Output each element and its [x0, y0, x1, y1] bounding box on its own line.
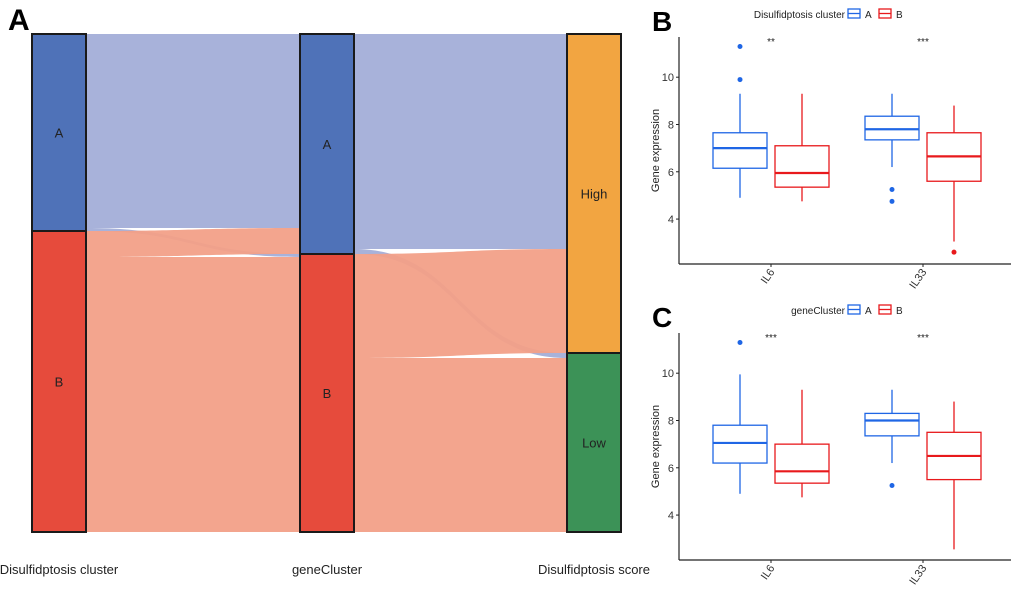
node-sL: [566, 352, 622, 533]
box-iqr: [712, 424, 768, 464]
box-IL33-B: [926, 401, 982, 550]
panel-label-c: C: [652, 302, 672, 333]
legend-label: B: [896, 306, 903, 317]
outlier-point: [737, 77, 743, 83]
outlier-point: [737, 339, 743, 345]
outlier-point: [889, 198, 895, 204]
flow-dB-gA: [86, 228, 300, 257]
axis-label: Disulfidptosis score: [538, 562, 650, 577]
x-tick-label: IL33: [907, 563, 929, 587]
legend-label: A: [865, 10, 872, 21]
box-IL6-A: [712, 339, 768, 494]
node-dA: [31, 33, 87, 232]
axis-label: Disulfidptosis cluster: [0, 562, 119, 577]
outlier-point: [737, 43, 743, 49]
boxplot-panel-b: B Disulfidptosis cluster A B 4 6 8 10 Gene expre…: [650, 6, 1011, 291]
flow-gA-sH: [354, 34, 567, 249]
flow-gB-sL: [354, 358, 567, 532]
y-tick-label: 10: [662, 72, 674, 84]
node-label: Low: [582, 436, 606, 451]
panel-label-a: A: [8, 4, 30, 37]
node-label: High: [581, 187, 608, 202]
box-IL33-A: [864, 389, 920, 489]
box-iqr: [864, 115, 920, 141]
y-axis-label: Gene expression: [650, 109, 662, 192]
node-dB: [31, 230, 87, 533]
y-axis-label: Gene expression: [650, 405, 662, 488]
node-label: B: [323, 386, 332, 401]
y-tick-label: 6: [668, 463, 674, 475]
significance-label: ***: [765, 333, 777, 344]
box-IL6-A: [712, 43, 768, 198]
significance-label: **: [767, 37, 775, 48]
box-IL33-A: [864, 93, 920, 204]
y-tick-label: 8: [668, 415, 674, 427]
node-label: A: [323, 137, 332, 152]
node-sH: [566, 33, 622, 354]
legend-title: Disulfidptosis cluster: [754, 10, 846, 21]
box-iqr: [774, 443, 830, 484]
sankey-diagram: A B A B High Low Disulfidptosis cluster geneClu…: [0, 33, 650, 577]
y-tick-label: 4: [668, 214, 674, 226]
outlier-point: [889, 187, 895, 193]
node-label: B: [55, 375, 64, 390]
y-tick-label: 6: [668, 167, 674, 179]
box-IL33-B: [926, 105, 982, 255]
box-iqr: [864, 412, 920, 437]
outlier-point: [889, 483, 895, 489]
box-iqr: [774, 145, 830, 188]
y-tick-label: 4: [668, 510, 674, 522]
significance-label: ***: [917, 333, 929, 344]
panel-label-b: B: [652, 6, 672, 37]
x-tick-label: IL33: [907, 267, 929, 291]
node-gB: [299, 253, 355, 533]
outlier-point: [951, 249, 957, 255]
legend-title: geneCluster: [791, 306, 846, 317]
x-tick-label: IL6: [759, 267, 778, 286]
flow-dA-gA: [86, 34, 300, 228]
box-IL6-B: [774, 93, 830, 202]
x-tick-label: IL6: [759, 563, 778, 582]
y-tick-label: 8: [668, 119, 674, 131]
flow-dB-gB: [86, 257, 300, 532]
flow-gB-sH: [354, 249, 567, 358]
axis-label: geneCluster: [292, 562, 363, 577]
y-tick-label: 10: [662, 368, 674, 380]
box-iqr: [712, 132, 768, 169]
legend-label: B: [896, 10, 903, 21]
node-label: A: [55, 126, 64, 141]
box-IL6-B: [774, 389, 830, 498]
legend-label: A: [865, 306, 872, 317]
significance-label: ***: [917, 37, 929, 48]
